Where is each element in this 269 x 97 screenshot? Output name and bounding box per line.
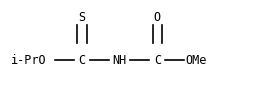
Text: i-PrO: i-PrO xyxy=(11,54,46,67)
Text: S: S xyxy=(79,11,86,24)
Text: O: O xyxy=(154,11,161,24)
Text: OMe: OMe xyxy=(186,54,207,67)
Text: NH: NH xyxy=(113,54,127,67)
Text: C: C xyxy=(79,54,86,67)
Text: C: C xyxy=(154,54,161,67)
